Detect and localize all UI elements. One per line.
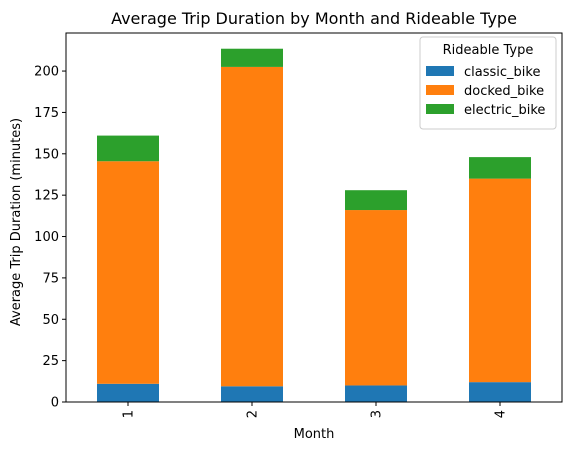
y-tick-label: 200 <box>34 65 59 80</box>
legend-swatch-electric_bike <box>426 104 454 114</box>
legend-swatch-classic_bike <box>426 66 454 76</box>
x-tick-label: 3 <box>370 410 385 418</box>
legend-label-classic_bike: classic_bike <box>464 65 540 80</box>
chart-title: Average Trip Duration by Month and Ridea… <box>111 9 517 28</box>
y-tick-label: 0 <box>51 396 59 411</box>
bar-docked_bike-month-1 <box>97 161 159 384</box>
bar-classic_bike-month-1 <box>97 383 159 402</box>
axes-frame <box>65 32 563 403</box>
bar-classic_bike-month-4 <box>469 382 531 402</box>
y-tick-label: 100 <box>34 230 59 245</box>
y-tick-label: 25 <box>42 354 59 369</box>
bar-classic_bike-month-3 <box>345 385 407 402</box>
y-axis-label: Average Trip Duration (minutes) <box>9 118 24 326</box>
bar-electric_bike-month-2 <box>221 48 283 67</box>
y-tick-label: 150 <box>34 147 59 162</box>
legend-swatch-docked_bike <box>426 85 454 95</box>
legend-label-electric_bike: electric_bike <box>464 103 545 118</box>
x-tick-label: 4 <box>494 410 509 418</box>
bar-electric_bike-month-1 <box>97 135 159 162</box>
y-tick-label: 175 <box>34 106 59 121</box>
bar-classic_bike-month-2 <box>221 386 283 402</box>
x-tick-label: 1 <box>122 410 137 418</box>
y-tick-label: 50 <box>42 313 59 328</box>
y-tick-label: 125 <box>34 189 59 204</box>
bar-electric_bike-month-3 <box>345 190 407 211</box>
plot-area: 0 25 50 75 100 125 150 175 200 1 2 3 4 <box>34 32 563 418</box>
bar-docked_bike-month-2 <box>221 66 283 387</box>
legend-title: Rideable Type <box>443 43 534 58</box>
y-tick-label: 75 <box>42 271 59 286</box>
x-tick-label: 2 <box>246 410 261 418</box>
x-axis-label: Month <box>294 427 335 442</box>
bar-docked_bike-month-4 <box>469 178 531 383</box>
legend-label-docked_bike: docked_bike <box>464 84 544 99</box>
bar-docked_bike-month-3 <box>345 210 407 386</box>
legend: Rideable Type classic_bike docked_bikeelec… <box>419 36 557 130</box>
bar-electric_bike-month-4 <box>469 157 531 179</box>
